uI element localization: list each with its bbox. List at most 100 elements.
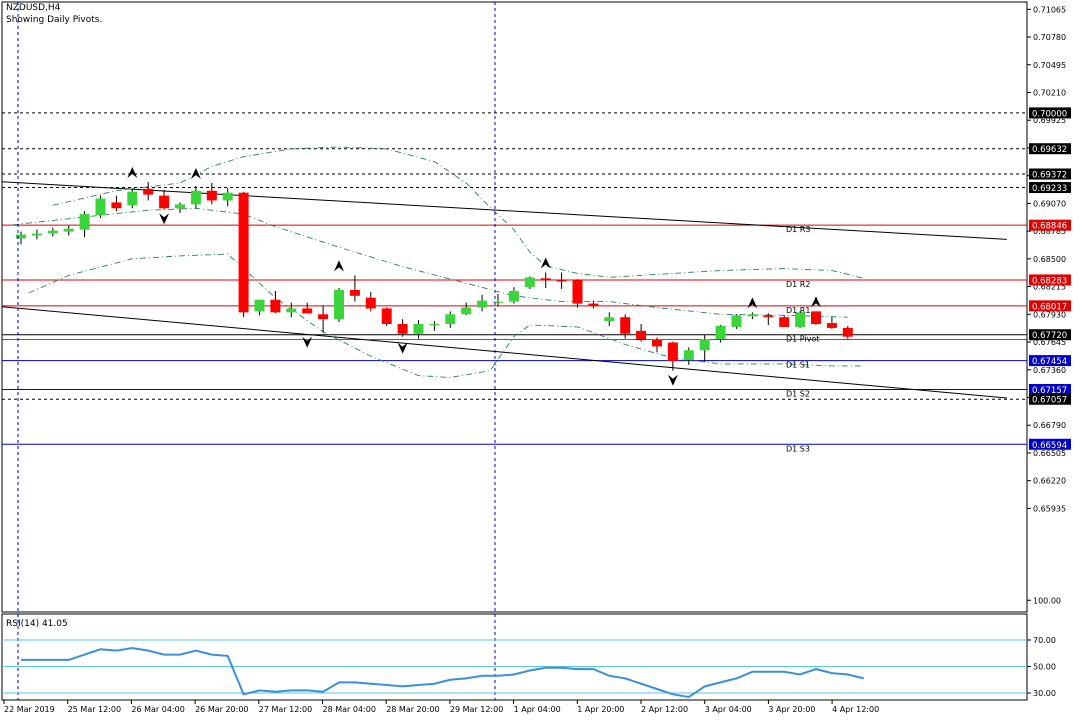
candle-9	[159, 189, 170, 210]
candle-52	[842, 325, 853, 339]
candle-body-25	[413, 324, 424, 334]
candle-body-12	[206, 190, 217, 201]
candle-body-52	[842, 327, 853, 337]
candle-body-49	[795, 312, 806, 327]
candle-28	[461, 302, 472, 316]
x-tick-label-3: 26 Mar 20:00	[195, 705, 248, 714]
y-tick-label-11: 0.67930	[1033, 310, 1066, 319]
pivot-label-4: D1 S1	[786, 361, 810, 370]
candle-23	[381, 307, 392, 326]
candle-17	[286, 302, 297, 318]
candle-4	[79, 211, 90, 238]
candle-50	[811, 311, 821, 325]
x-tick-label-12: 3 Apr 20:00	[768, 705, 815, 714]
candle-8	[143, 181, 154, 201]
y-tick-label-13: 0.67360	[1033, 366, 1066, 375]
candle-body-2	[47, 230, 58, 234]
candle-19	[318, 305, 329, 333]
candle-30	[493, 293, 503, 307]
fractal-up-2	[334, 260, 344, 272]
candle-body-42	[683, 350, 694, 361]
pivot-label-5: D1 S2	[786, 390, 810, 399]
fractal-up-1	[190, 167, 201, 179]
candle-22	[365, 291, 376, 312]
candle-24	[397, 319, 408, 337]
candle-body-14	[238, 192, 249, 313]
x-tick-label-4: 27 Mar 12:00	[259, 705, 312, 714]
candle-20	[334, 288, 344, 323]
band-upper	[52, 146, 864, 279]
candle-26	[429, 321, 440, 331]
candle-body-27	[445, 314, 456, 325]
candle-body-8	[143, 188, 154, 195]
price-label-0: 0.70000	[1029, 107, 1071, 119]
candle-body-20	[334, 289, 344, 320]
price-label-10: 0.67057	[1029, 393, 1071, 406]
x-tick-label-2: 26 Mar 04:00	[131, 705, 184, 714]
indicator-caption: Showing Daily Pivots.	[6, 15, 103, 25]
fractal-down-3	[667, 374, 678, 386]
svg-text:0.70000: 0.70000	[1032, 109, 1067, 119]
candle-2	[47, 227, 58, 237]
candle-35	[572, 279, 583, 308]
candle-body-35	[572, 280, 583, 304]
candle-body-5	[95, 198, 106, 216]
candle-body-10	[175, 204, 185, 209]
pivot-label-6: D1 S3	[786, 444, 810, 453]
candle-11	[190, 185, 201, 209]
candle-body-28	[461, 307, 472, 315]
candle-body-15	[254, 299, 265, 312]
candle-body-44	[715, 325, 726, 340]
svg-text:0.69372: 0.69372	[1032, 171, 1067, 181]
y-tick-label-15: 0.66790	[1033, 421, 1066, 430]
candle-body-51	[826, 323, 837, 328]
candle-body-6	[111, 202, 122, 209]
candle-3	[63, 225, 74, 236]
candle-1	[31, 229, 42, 240]
x-tick-label-9: 1 Apr 20:00	[577, 705, 624, 714]
fractal-up-4	[747, 297, 758, 309]
candle-body-18	[302, 308, 313, 314]
candle-41	[667, 341, 678, 371]
y-tick-label-9: 0.68500	[1033, 255, 1066, 264]
fractal-down-0	[159, 213, 170, 225]
candle-44	[715, 324, 726, 343]
candle-body-7	[127, 191, 138, 206]
candle-46	[747, 312, 758, 320]
price-label-4: 0.68846	[1029, 219, 1071, 232]
x-tick-label-11: 3 Apr 04:00	[705, 705, 752, 714]
candle-body-37	[604, 317, 615, 322]
candle-body-38	[620, 317, 631, 334]
y-tick-label-1: 0.70780	[1033, 33, 1066, 42]
candle-body-21	[349, 289, 360, 296]
y-tick-label-8: 0.68785	[1033, 227, 1066, 236]
fractal-up-3	[540, 257, 551, 269]
candle-body-31	[508, 290, 519, 302]
pivot-label-3: D1 Pivot	[786, 335, 819, 344]
candle-13	[222, 187, 233, 207]
candle-body-48	[779, 317, 790, 327]
candle-39	[636, 324, 647, 342]
fractal-up-5	[811, 296, 821, 308]
candle-body-22	[365, 297, 376, 309]
y-tick-label-16: 0.66505	[1033, 449, 1066, 458]
x-tick-label-1: 25 Mar 12:00	[68, 705, 121, 714]
band-middle	[13, 207, 848, 318]
price-label-6: 0.68017	[1029, 300, 1071, 312]
candle-body-16	[270, 299, 281, 313]
y-tick-label-17: 0.66220	[1033, 477, 1066, 486]
candle-body-0	[16, 234, 26, 239]
price-label-9: 0.67157	[1029, 384, 1071, 396]
candle-body-13	[222, 192, 233, 201]
x-tick-label-13: 4 Apr 12:00	[832, 705, 879, 714]
candle-49	[795, 311, 806, 328]
pivot-label-1: D1 R2	[786, 280, 810, 289]
rsi-tick-label-1: 70.00	[1033, 636, 1056, 645]
candle-body-30	[493, 301, 503, 303]
x-tick-label-7: 29 Mar 12:00	[450, 705, 503, 714]
y-tick-label-2: 0.70495	[1033, 61, 1066, 70]
svg-text:0.67720: 0.67720	[1032, 331, 1067, 341]
rsi-label: RSI(14) 41.05	[6, 619, 68, 629]
candle-45	[731, 314, 742, 329]
